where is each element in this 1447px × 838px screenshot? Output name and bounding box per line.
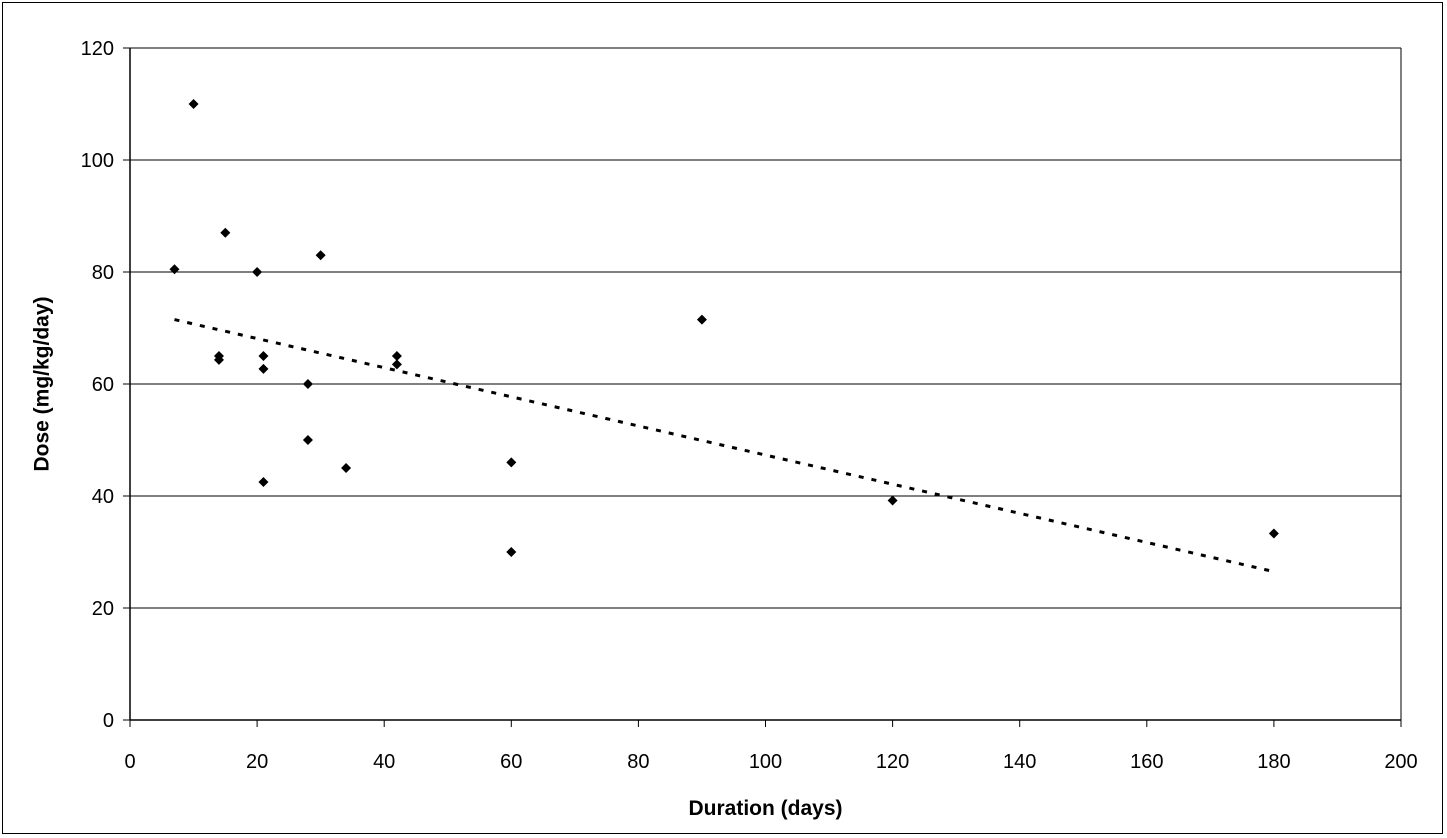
y-tick-label: 20 xyxy=(92,598,114,620)
x-tick-label: 80 xyxy=(627,751,649,773)
data-point xyxy=(220,227,231,238)
x-tick-label: 20 xyxy=(246,751,268,773)
y-tick-label: 100 xyxy=(81,150,114,172)
axes xyxy=(123,47,1402,727)
y-tick-labels: 0 20 40 60 80 100 120 xyxy=(81,38,114,732)
data-point xyxy=(696,314,707,325)
data-point xyxy=(188,99,199,109)
gridlines xyxy=(130,47,1401,609)
y-axis-title: Dose (mg/kg/day) xyxy=(31,296,54,471)
data-point xyxy=(213,354,224,365)
data-point xyxy=(315,250,326,261)
data-point xyxy=(258,351,269,361)
data-point xyxy=(506,547,517,557)
data-point xyxy=(506,457,517,468)
x-tick-label: 0 xyxy=(124,751,135,773)
data-point xyxy=(302,435,313,445)
data-point xyxy=(258,363,269,374)
x-tick-label: 160 xyxy=(1130,751,1163,773)
data-points xyxy=(169,99,1279,557)
x-tick-label: 120 xyxy=(876,751,909,773)
y-tick-label: 40 xyxy=(92,486,114,508)
x-tick-label: 60 xyxy=(500,751,522,773)
data-point xyxy=(302,379,313,389)
data-point xyxy=(391,351,402,361)
trendline-layer xyxy=(174,318,1275,574)
x-tick-label: 140 xyxy=(1003,751,1036,773)
data-point xyxy=(1268,528,1279,539)
y-tick-label: 60 xyxy=(92,374,114,396)
data-point xyxy=(252,267,263,277)
y-tick-label: 120 xyxy=(81,38,114,60)
data-point xyxy=(391,359,402,370)
x-tick-label: 40 xyxy=(373,751,395,773)
data-point xyxy=(258,477,269,487)
x-axis-title: Duration (days) xyxy=(688,797,842,820)
x-tick-label: 200 xyxy=(1384,751,1417,773)
y-tick-label: 0 xyxy=(103,710,114,732)
data-point xyxy=(887,495,898,506)
data-point xyxy=(169,264,180,275)
x-tick-label: 100 xyxy=(749,751,782,773)
data-point xyxy=(341,463,352,473)
trendline xyxy=(174,318,1275,574)
x-tick-label: 180 xyxy=(1257,751,1290,773)
x-tick-labels: 0 20 40 60 80 100 120 140 160 180 200 xyxy=(124,751,1417,773)
y-tick-label: 80 xyxy=(92,262,114,284)
